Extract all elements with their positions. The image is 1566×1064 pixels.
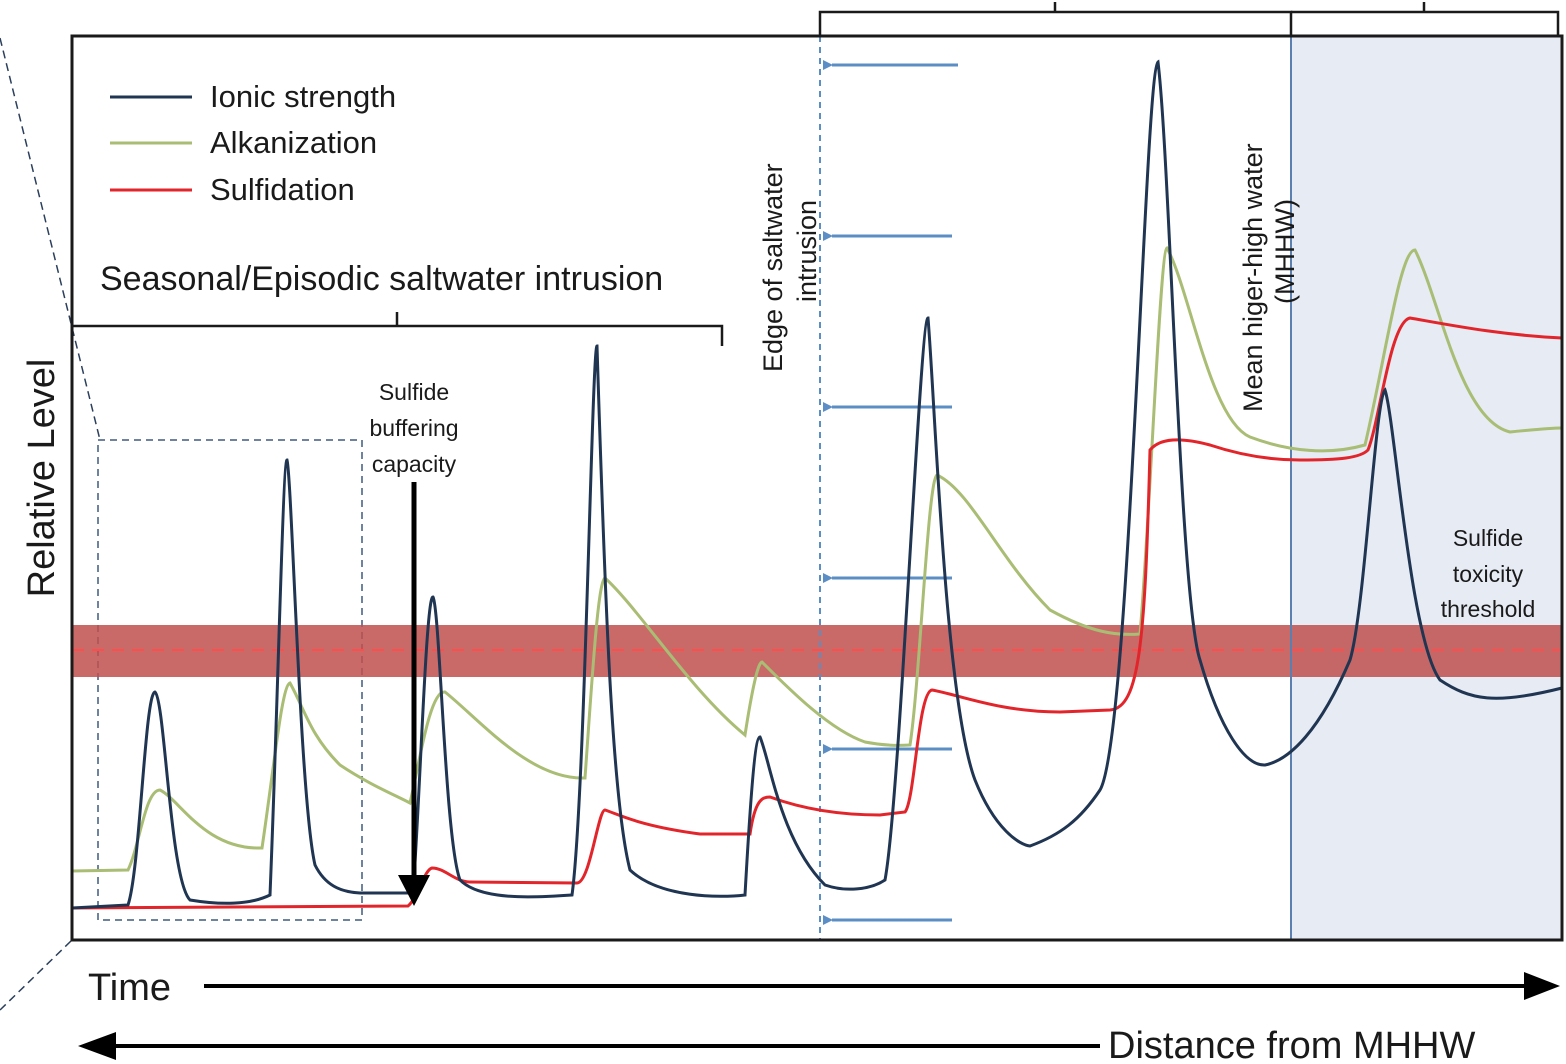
svg-text:toxicity: toxicity [1453,561,1524,587]
edge-arrows [823,60,958,925]
zoom-box [97,439,363,921]
legend: Ionic strength Alkanization Sulfidation [110,79,396,207]
svg-text:intrusion: intrusion [792,200,822,302]
mhhw-zone-shading [1291,36,1562,940]
threshold-label: Sulfide toxicity threshold [1441,525,1536,622]
alkanization-curve [71,246,1563,873]
legend-label-ionic: Ionic strength [210,79,396,114]
svg-text:Sulfide: Sulfide [1453,525,1523,551]
time-label: Time [88,967,171,1009]
legend-label-alkanization: Alkanization [210,125,377,160]
left-arrow-icon [78,1032,116,1060]
svg-text:(MHHW): (MHHW) [1270,199,1300,304]
svg-text:Mean higer-high water: Mean higer-high water [1238,143,1268,412]
buffering-arrow-head [398,875,430,906]
svg-text:Edge of saltwater: Edge of saltwater [758,163,788,372]
right-arrow-icon [1524,972,1560,1000]
buffering-label: Sulfide buffering capacity [369,379,458,477]
ionic-strength-curve [71,59,1563,910]
mhhw-label: Mean higer-high water (MHHW) [1238,143,1300,412]
svg-text:buffering: buffering [369,415,458,441]
svg-text:threshold: threshold [1441,596,1536,622]
svg-text:capacity: capacity [372,451,457,477]
legend-label-sulfidation: Sulfidation [210,172,355,207]
y-axis-label: Relative Level [21,359,63,598]
intrusion-bracket-label: Seasonal/Episodic saltwater intrusion [100,260,663,298]
edge-label: Edge of saltwater intrusion [758,163,822,372]
distance-label: Distance from MHHW [1108,1025,1475,1064]
intrusion-bracket [70,312,724,346]
top-brackets [818,2,1560,36]
svg-text:Sulfide: Sulfide [379,379,449,405]
plot-frame [70,34,1564,942]
sulfidation-curve [71,316,1563,910]
perspective-lines [0,37,101,1011]
